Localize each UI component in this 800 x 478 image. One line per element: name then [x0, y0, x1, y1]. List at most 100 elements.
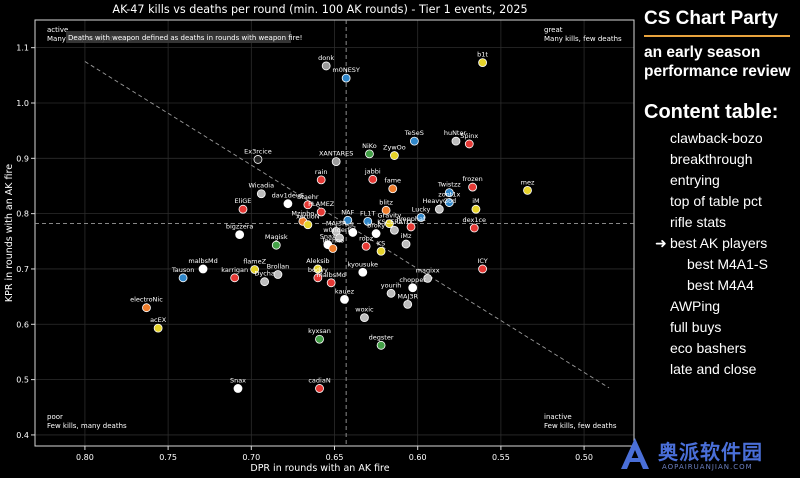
toc-item-label: eco bashers: [670, 340, 747, 356]
toc-item[interactable]: eco bashers: [670, 338, 796, 359]
point-label: karrigan: [221, 266, 248, 274]
quadrant-top_right-desc: Many kills, few deaths: [544, 35, 622, 43]
sidebar: CS Chart Party an early season performan…: [644, 8, 796, 380]
point-label: Staehr: [297, 193, 319, 201]
point-label: m0NESY: [332, 66, 360, 74]
point-label: NAF: [341, 208, 354, 216]
toc-item[interactable]: best M4A4: [670, 275, 796, 296]
reference-lines: [35, 20, 634, 446]
point-label: Ex3rcice: [244, 147, 272, 155]
data-point: [385, 219, 394, 228]
watermark-url: AOPAIRUANJIAN.COM: [662, 463, 753, 471]
point-label: ropz: [359, 234, 374, 242]
data-point: [468, 182, 478, 192]
point-label: NiKo: [362, 142, 377, 150]
point-label: frozen: [462, 175, 482, 183]
logo-icon: [621, 438, 649, 469]
data-point: [335, 233, 344, 243]
data-point: [315, 334, 324, 344]
point-label: acEX: [150, 316, 167, 324]
data-point: [389, 151, 399, 160]
y-axis-label: KPR in rounds with an AK fire: [4, 164, 15, 302]
point-label: Techno: [321, 236, 345, 244]
data-point: [469, 223, 479, 233]
toc-item[interactable]: breakthrough: [670, 149, 796, 170]
toc-item[interactable]: late and close: [670, 359, 796, 380]
brand-title: CS Chart Party: [644, 8, 779, 29]
x-tick-label: 0.80: [76, 453, 94, 462]
data-point: [238, 204, 248, 214]
data-point: [376, 340, 386, 350]
toc-item[interactable]: ➜ best AK players: [655, 233, 796, 254]
point-label: bigzzera: [226, 223, 254, 231]
point-label: KSCERATO: [377, 218, 411, 226]
data-point: [401, 239, 411, 249]
point-label: ICY: [477, 257, 487, 265]
data-point: [198, 264, 208, 274]
x-axis-label: DPR in rounds with an AK fire: [250, 463, 389, 474]
point-label: malbsMd: [188, 257, 217, 265]
quadrant-bottom_right-desc: Few kills, few deaths: [544, 422, 617, 430]
toc-item[interactable]: entrying: [670, 170, 796, 191]
data-point: [434, 204, 444, 214]
point-label: yourih: [381, 281, 402, 289]
data-point: [371, 229, 381, 238]
data-point: [388, 184, 398, 194]
toc-item-label: best M4A4: [687, 277, 754, 293]
x-tick-label: 0.65: [326, 453, 344, 462]
toc-item[interactable]: rifle stats: [670, 212, 796, 233]
point-label: Tauson: [171, 266, 194, 274]
point-label: EliGE: [235, 197, 252, 205]
data-point: [376, 246, 386, 256]
quadrant-top_left-label: active: [47, 26, 68, 34]
data-point: [253, 155, 263, 164]
point-label: Twistzz: [437, 181, 461, 189]
point-label: TeSeS: [404, 129, 424, 137]
data-point: [368, 174, 378, 184]
data-point: [283, 199, 293, 209]
data-point: [409, 136, 419, 146]
y-tick-label: 1.0: [16, 99, 29, 108]
data-point: [478, 58, 487, 67]
data-point: [389, 225, 399, 235]
x-tick-label: 0.60: [409, 453, 427, 462]
point-label: bodyy: [308, 266, 328, 274]
y-tick-label: 0.7: [16, 265, 29, 274]
quadrant-top_right-label: great: [544, 26, 563, 34]
toc-item[interactable]: AWPing: [670, 296, 796, 317]
data-point: [360, 313, 369, 323]
data-point: [271, 240, 281, 250]
toc-item[interactable]: top of table pct: [670, 191, 796, 212]
data-point: [178, 273, 188, 283]
quadrant-bottom_left-desc: Few kills, many deaths: [47, 422, 127, 430]
data-point: [381, 205, 391, 215]
point-label: MAJ3R: [326, 219, 347, 227]
point-label: Gravity: [378, 212, 402, 220]
note-text: Deaths with weapon defined as deaths in …: [68, 34, 302, 42]
player-points: b1t donk m0NESY huNter-Spinx TeSeS NiKo ZywOo E…: [130, 51, 535, 393]
point-label: Magisk: [265, 233, 288, 241]
data-point: [444, 198, 454, 207]
toc-item-label: full buys: [670, 319, 722, 335]
point-label: mez: [521, 178, 535, 186]
point-label: Snax: [320, 233, 336, 241]
x-tick-label: 0.50: [575, 453, 593, 462]
data-point: [256, 189, 266, 199]
y-tick-label: 0.4: [16, 431, 29, 440]
watermark-name: 奥派软件园: [658, 440, 763, 464]
point-label: Mzinho: [291, 209, 314, 217]
point-label: zont1x: [438, 191, 460, 199]
toc-item[interactable]: clawback-bozo: [670, 128, 796, 149]
data-point: [478, 264, 487, 274]
toc-item-label: late and close: [670, 361, 757, 377]
toc-item[interactable]: full buys: [670, 317, 796, 338]
point-label: broky: [367, 222, 385, 230]
data-point: [358, 267, 368, 277]
brand-underline: [644, 35, 790, 37]
toc-item[interactable]: best M4A1-S: [670, 254, 796, 275]
point-label: Snax: [230, 376, 246, 384]
data-point: [153, 323, 163, 333]
x-tick-label: 0.55: [492, 453, 510, 462]
data-point: [142, 303, 151, 313]
point-label: b1t: [477, 51, 488, 59]
